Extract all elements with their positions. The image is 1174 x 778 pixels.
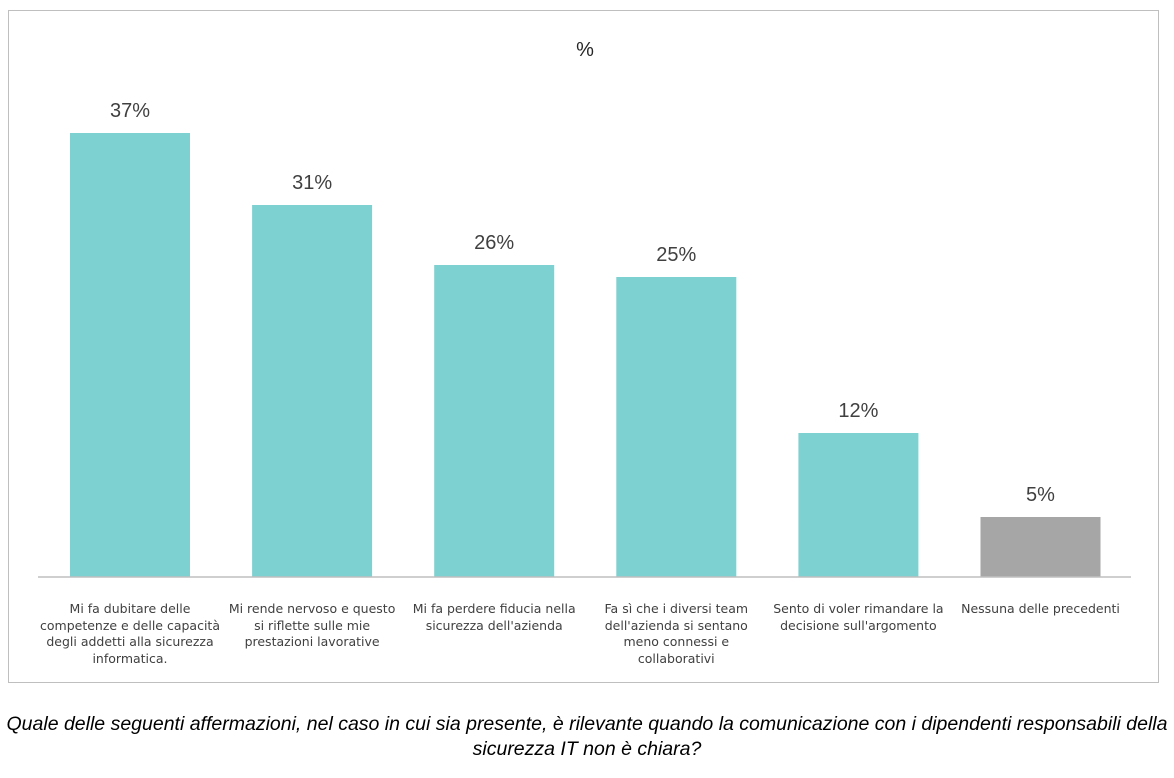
data-label-1: 37% bbox=[110, 100, 150, 122]
data-label-6: 5% bbox=[1026, 484, 1055, 506]
category-label-1: Mi fa dubitare delle competenze e delle … bbox=[40, 601, 220, 666]
data-label-5: 12% bbox=[838, 400, 878, 422]
bar-3 bbox=[434, 265, 555, 577]
category-label-6: Nessuna delle precedenti bbox=[961, 601, 1120, 616]
category-label-5: Sento di voler rimandare la decisione su… bbox=[773, 601, 944, 633]
data-label-4: 25% bbox=[656, 244, 696, 266]
bar-5 bbox=[798, 433, 919, 577]
category-label-4: Fa sì che i diversi team dell'azienda si… bbox=[604, 601, 749, 666]
bar-4 bbox=[616, 277, 737, 577]
category-label-3: Mi fa perdere fiducia nella sicurezza de… bbox=[412, 601, 576, 633]
bar-chart: % 37% 31% 26% 25% 12% 5% bbox=[38, 39, 1131, 578]
bar-1 bbox=[70, 133, 190, 577]
category-label-2: Mi rende nervoso e questo si riflette su… bbox=[228, 601, 396, 649]
data-label-3: 26% bbox=[474, 232, 514, 254]
chart-frame: % 37% 31% 26% 25% 12% 5% Mi fa dubitare delle… bbox=[8, 10, 1159, 683]
data-label-2: 31% bbox=[292, 172, 332, 194]
bar-2 bbox=[252, 205, 373, 577]
chart-caption: Quale delle seguenti affermazioni, nel c… bbox=[6, 713, 1168, 760]
chart-title: % bbox=[576, 39, 594, 61]
bar-6 bbox=[980, 517, 1101, 577]
